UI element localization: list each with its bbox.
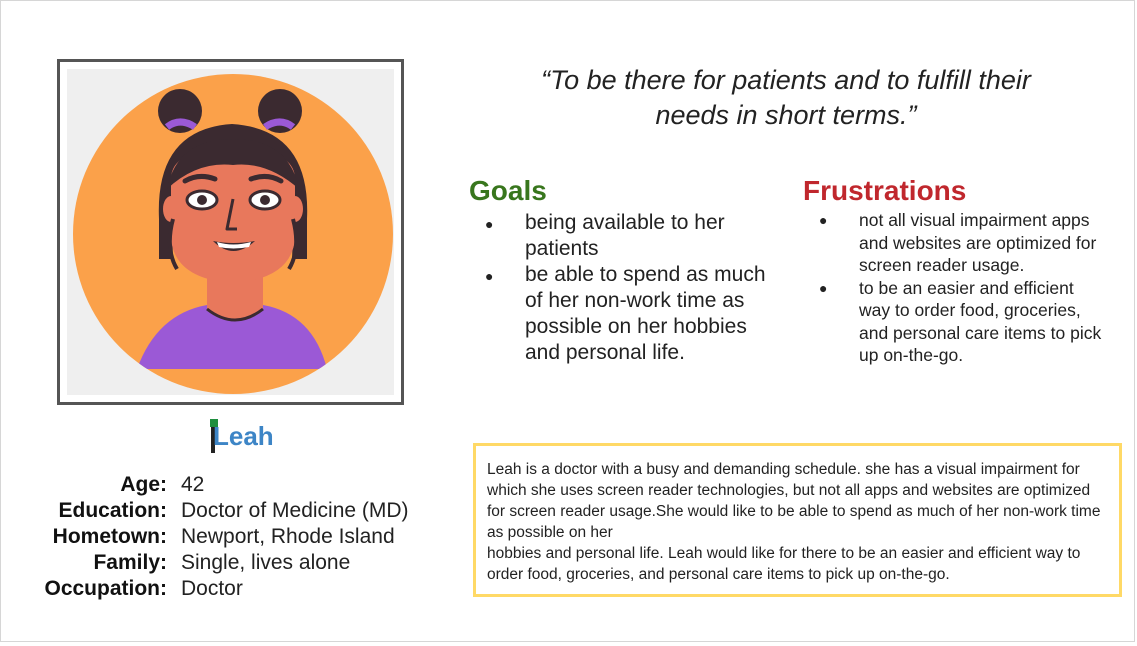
- fact-label: Age:: [120, 473, 167, 496]
- fact-row-hometown: Hometown: Newport, Rhode Island: [21, 524, 461, 550]
- frustration-text: to be an easier and efficient way to ord…: [859, 277, 1102, 366]
- persona-summary: Leah is a doctor with a busy and demandi…: [473, 443, 1122, 597]
- quote-line: “To be there for patients and to fulfill…: [541, 65, 1031, 95]
- fact-value: Single, lives alone: [181, 551, 351, 574]
- persona-facts: Age: 42 Education: Doctor of Medicine (M…: [21, 472, 461, 602]
- list-item: ● be able to spend as much of her non-wor…: [485, 262, 775, 366]
- quote-line: needs in short terms.”: [655, 100, 917, 130]
- fact-label: Family:: [93, 551, 167, 574]
- fact-row-education: Education: Doctor of Medicine (MD): [21, 498, 461, 524]
- fact-row-family: Family: Single, lives alone: [21, 550, 461, 576]
- text-cursor-handle[interactable]: [210, 419, 218, 427]
- text-cursor: [211, 419, 215, 453]
- portrait-frame: [57, 59, 404, 405]
- bullet-icon: ●: [485, 268, 494, 284]
- bullet-icon: ●: [485, 216, 494, 232]
- fact-row-age: Age: 42: [21, 472, 461, 498]
- fact-label: Hometown:: [52, 525, 167, 548]
- persona-avatar-illustration: [73, 74, 393, 394]
- fact-value: Doctor of Medicine (MD): [181, 499, 409, 522]
- avatar-neck: [207, 269, 263, 320]
- goals-title: Goals: [469, 175, 547, 206]
- bullet-icon: ●: [819, 279, 828, 296]
- goal-text: be able to spend as much of her non-work…: [525, 263, 766, 364]
- frustrations-list: ● not all visual impairment apps and webs…: [819, 209, 1109, 367]
- bullet-icon: ●: [819, 212, 828, 228]
- list-item: ● being available to her patients: [485, 210, 775, 262]
- persona-name[interactable]: Leah: [213, 421, 274, 451]
- goals-list: ● being available to her patients ● be abl…: [485, 210, 775, 366]
- summary-paragraph: Leah is a doctor with a busy and demandi…: [487, 461, 1101, 541]
- list-item: ● not all visual impairment apps and webs…: [819, 209, 1109, 277]
- list-item: ● to be an easier and efficient way to or…: [819, 277, 1109, 367]
- frustrations-title: Frustrations: [803, 175, 967, 206]
- fact-value: 42: [181, 473, 205, 496]
- persona-quote: “To be there for patients and to fulfill…: [471, 63, 1101, 133]
- fact-label: Occupation:: [44, 577, 167, 600]
- avatar-face: [171, 147, 295, 283]
- frustration-text: not all visual impairment apps and websi…: [859, 210, 1097, 275]
- fact-value: Doctor: [181, 577, 243, 600]
- summary-paragraph: hobbies and personal life. Leah would li…: [487, 545, 1081, 583]
- fact-value: Newport, Rhode Island: [181, 525, 395, 548]
- portrait-background: [67, 69, 394, 395]
- fact-label: Education:: [58, 499, 168, 522]
- avatar-shirt: [137, 305, 327, 369]
- fact-row-occupation: Occupation: Doctor: [21, 576, 461, 602]
- goal-text: being available to her patients: [525, 211, 725, 260]
